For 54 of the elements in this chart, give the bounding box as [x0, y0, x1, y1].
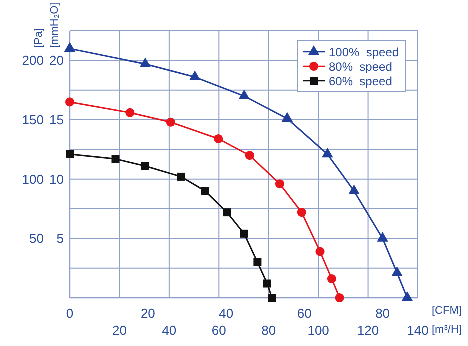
x-axis-title: [CFM]	[432, 305, 462, 317]
point	[240, 230, 248, 238]
y2-tick-label: 10	[50, 172, 64, 187]
point	[177, 172, 186, 181]
y-tick-label: 50	[30, 231, 44, 246]
point	[189, 70, 201, 81]
point	[335, 293, 344, 303]
point	[282, 112, 294, 122]
point	[263, 280, 272, 288]
point	[201, 187, 210, 196]
x-tick-label: 80	[376, 306, 390, 321]
y-tick-label: 150	[22, 112, 44, 128]
point	[245, 151, 254, 160]
y2-tick-label: 20	[50, 53, 64, 68]
x2-tick-label: 80	[262, 323, 276, 338]
point	[268, 294, 276, 302]
y2-tick-label: 5	[56, 231, 64, 246]
point	[322, 148, 334, 158]
x-tick-label: 0	[66, 306, 74, 321]
point	[140, 58, 152, 68]
x2-tick-label: 140	[407, 323, 429, 338]
point	[64, 42, 76, 52]
point	[348, 184, 360, 194]
point	[223, 208, 232, 217]
y-tick-label: 200	[22, 53, 44, 68]
legend-label: 60% speed	[329, 74, 392, 88]
x2-axis-title: [m³/H]	[432, 324, 462, 336]
x2-tick-label: 100	[308, 323, 330, 338]
x2-tick-label: 20	[112, 323, 127, 338]
x2-tick-label: 40	[162, 323, 177, 338]
legend-label: 80% speed	[329, 60, 392, 74]
point	[214, 134, 224, 144]
point	[112, 155, 120, 164]
x-tick-label: 40	[219, 306, 234, 321]
x2-tick-label: 120	[357, 323, 380, 338]
point	[238, 90, 250, 100]
x2-tick-label: 60	[212, 323, 226, 338]
point	[166, 118, 176, 127]
point	[66, 150, 74, 158]
legend-label: 100% speed	[329, 46, 400, 60]
point	[254, 258, 262, 266]
point	[141, 162, 150, 170]
point	[65, 98, 75, 107]
y-axis-title: [Pa]	[33, 28, 45, 48]
x-tick-label: 20	[140, 306, 156, 321]
point	[275, 180, 284, 189]
y2-tick-label: 15	[50, 112, 64, 128]
point	[316, 247, 325, 256]
point	[327, 274, 336, 284]
x-tick-label: 60	[297, 306, 312, 321]
point	[126, 108, 135, 118]
y-tick-label: 100	[22, 172, 44, 187]
point	[297, 208, 306, 218]
y2-axis-title: [mmH₂O]	[49, 2, 61, 48]
